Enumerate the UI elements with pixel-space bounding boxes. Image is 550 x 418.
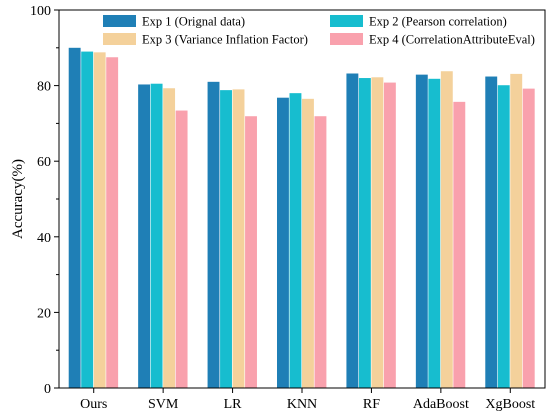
bar-adaboost-exp2 (428, 78, 441, 389)
bar-knn-exp2 (289, 93, 302, 388)
x-tick-label: SVM (148, 397, 179, 412)
bar-lr-exp1 (207, 81, 220, 388)
y-tick-label: 80 (37, 80, 51, 95)
legend-swatch-exp4 (330, 33, 363, 45)
y-tick-label: 40 (37, 231, 51, 246)
y-tick-label: 0 (44, 382, 51, 397)
bar-adaboost-exp1 (415, 74, 428, 388)
bar-xgboost-exp2 (497, 85, 510, 389)
y-tick-label: 60 (37, 155, 51, 170)
y-tick-label: 20 (37, 306, 51, 321)
x-tick-label: RF (363, 397, 380, 412)
bar-svm-exp3 (163, 88, 176, 388)
bar-rf-exp4 (383, 82, 396, 389)
x-tick-label: Ours (80, 397, 107, 412)
bar-lr-exp3 (232, 89, 245, 388)
bar-ours-exp1 (68, 47, 81, 389)
x-tick-label: XgBoost (485, 397, 535, 412)
bar-lr-exp2 (220, 90, 232, 389)
bar-knn-exp4 (314, 116, 327, 388)
bar-adaboost-exp4 (453, 101, 466, 388)
bar-ours-exp4 (106, 57, 119, 388)
bar-svm-exp1 (138, 84, 151, 388)
legend-swatch-exp1 (103, 15, 136, 27)
legend-label-exp3: Exp 3 (Variance Inflation Factor) (142, 33, 308, 47)
bar-ours-exp3 (93, 52, 106, 388)
bar-svm-exp2 (150, 83, 163, 389)
y-axis: 0 20 40 60 80 100 (30, 4, 59, 397)
legend: Exp 1 (Orignal data) Exp 2 (Pearson corre… (103, 15, 535, 47)
bar-knn-exp3 (302, 98, 314, 388)
legend-label-exp2: Exp 2 (Pearson correlation) (369, 15, 507, 29)
y-axis-title: Accuracy(%) (10, 159, 26, 239)
bar-xgboost-exp3 (510, 73, 523, 388)
x-axis: Ours SVM LR KNN RF AdaBoost XgBoost (80, 388, 535, 412)
bar-ours-exp2 (81, 51, 94, 389)
legend-swatch-exp3 (103, 33, 136, 45)
bar-svm-exp4 (175, 110, 188, 388)
bar-lr-exp4 (245, 116, 257, 388)
x-tick-label: AdaBoost (413, 397, 469, 412)
x-tick-label: KNN (287, 397, 317, 412)
x-tick-label: LR (224, 397, 243, 412)
bar-rf-exp2 (358, 78, 371, 388)
legend-swatch-exp2 (330, 15, 363, 27)
bar-knn-exp1 (277, 97, 289, 389)
bar-adaboost-exp3 (440, 71, 453, 389)
bar-xgboost-exp4 (522, 88, 535, 389)
bar-rf-exp3 (371, 77, 384, 388)
bar-rf-exp1 (346, 73, 359, 388)
legend-label-exp4: Exp 4 (CorrelationAttributeEval) (369, 33, 535, 47)
bars-group (68, 47, 535, 389)
y-tick-label: 100 (30, 4, 51, 19)
legend-label-exp1: Exp 1 (Orignal data) (142, 15, 245, 29)
bar-xgboost-exp1 (485, 76, 498, 388)
